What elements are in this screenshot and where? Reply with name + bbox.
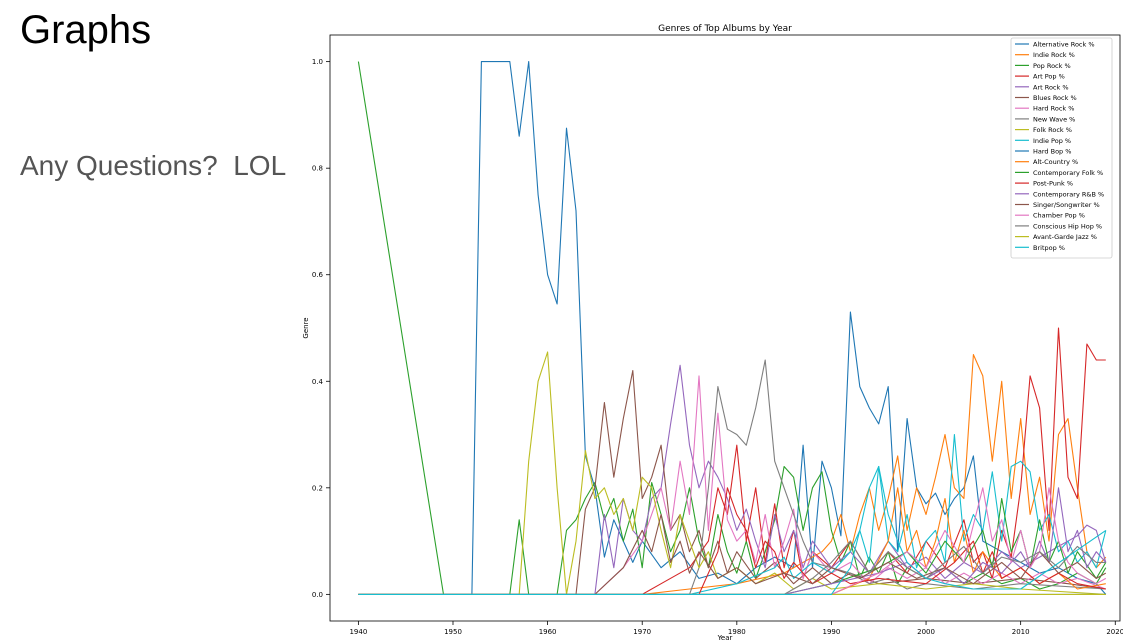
legend-label: Art Rock % xyxy=(1033,83,1069,91)
series-line-1 xyxy=(358,354,1107,595)
legend-label: Hard Bop % xyxy=(1033,148,1071,156)
plot-frame xyxy=(329,34,1121,622)
legend-label: Pop Rock % xyxy=(1033,62,1071,70)
x-tick-label: 1940 xyxy=(349,628,367,636)
x-tick-label: 1970 xyxy=(633,628,651,636)
legend-label: Britpop % xyxy=(1033,244,1065,252)
y-tick-label: 1.0 xyxy=(312,58,323,66)
series-line-19 xyxy=(358,465,1107,595)
legend-label: New Wave % xyxy=(1033,115,1075,123)
legend-label: Contemporary Folk % xyxy=(1033,169,1103,177)
legend-label: Indie Rock % xyxy=(1033,51,1075,59)
line-chart: Genres of Top Albums by Year 1940 1950 1960… xyxy=(302,24,1123,641)
x-axis-label: Year xyxy=(717,634,733,641)
legend-label: Art Pop % xyxy=(1033,73,1065,81)
y-tick-label: 0.8 xyxy=(312,165,323,173)
legend-label: Folk Rock % xyxy=(1033,126,1072,134)
series-line-11 xyxy=(358,487,1106,595)
series-line-17 xyxy=(358,540,1106,595)
y-tick-label: 0.4 xyxy=(312,378,324,386)
slide-title: Graphs xyxy=(20,8,152,52)
legend-label: Avant-Garde Jazz % xyxy=(1033,233,1097,241)
slide-subtitle: Any Questions? LOL xyxy=(20,150,287,181)
y-tick-label: 0.6 xyxy=(312,271,324,279)
legend-label: Conscious Hip Hop % xyxy=(1033,222,1102,230)
series-line-7 xyxy=(358,359,1106,595)
legend-label: Hard Rock % xyxy=(1033,105,1074,113)
x-tick-label: 1980 xyxy=(728,628,746,636)
legend-label: Alt-Country % xyxy=(1033,158,1078,166)
legend-label: Contemporary R&B % xyxy=(1033,190,1104,198)
series-line-13 xyxy=(358,487,1106,595)
series-line-6 xyxy=(358,375,1106,595)
series-line-15 xyxy=(358,513,1107,595)
legend-label: Indie Pop % xyxy=(1033,137,1071,145)
y-tick-label: 0.2 xyxy=(312,484,323,492)
series-line-14 xyxy=(358,487,1107,595)
series-line-16 xyxy=(358,487,1107,595)
legend-label: Chamber Pop % xyxy=(1033,212,1085,220)
x-tick-label: 1950 xyxy=(444,628,462,636)
x-tick-label: 2010 xyxy=(1012,628,1030,636)
x-tick-label: 2000 xyxy=(917,628,935,636)
legend-label: Post-Punk % xyxy=(1033,180,1073,188)
y-tick-label: 0.0 xyxy=(312,591,323,599)
legend-box xyxy=(1010,37,1113,259)
series-line-0 xyxy=(358,61,1107,595)
legend-label: Singer/Songwriter % xyxy=(1033,201,1100,209)
series-line-9 xyxy=(358,433,1107,595)
x-tick-label: 1990 xyxy=(823,628,841,636)
chart-title: Genres of Top Albums by Year xyxy=(658,24,792,34)
series-line-8 xyxy=(358,351,1106,595)
series-line-4 xyxy=(358,364,1107,595)
legend-label: Alternative Rock % xyxy=(1033,41,1095,49)
y-axis-label: Genre xyxy=(302,317,310,338)
x-tick-label: 2020 xyxy=(1106,628,1123,636)
x-tick-label: 1960 xyxy=(539,628,557,636)
legend-label: Blues Rock % xyxy=(1033,94,1077,102)
